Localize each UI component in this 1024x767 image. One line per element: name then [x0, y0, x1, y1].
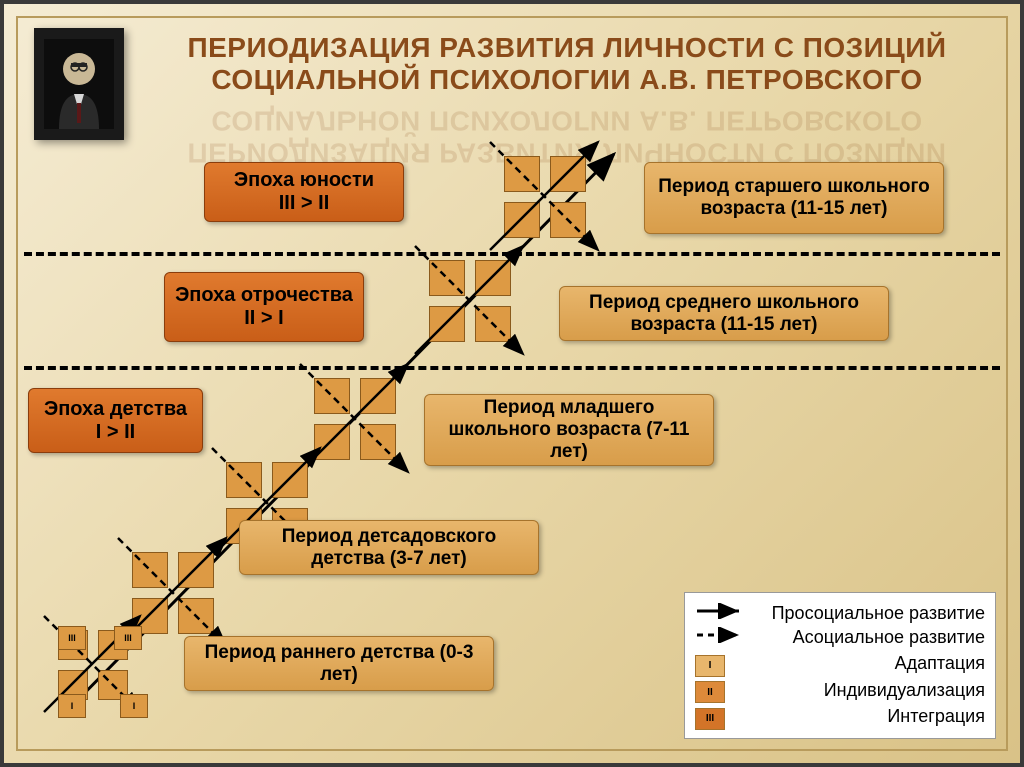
stage-square [178, 552, 214, 588]
legend-row: II Индивидуализация [695, 677, 985, 704]
epoch-box: Эпоха юности III > II [204, 162, 404, 222]
legend-symbol: II [695, 677, 725, 704]
epoch-box: Эпоха отрочества II > I [164, 272, 364, 342]
person-silhouette-icon [44, 39, 114, 129]
roman-marker: I [120, 694, 148, 718]
legend-label: Адаптация [733, 651, 985, 675]
slide-title-reflection: ПЕРИОДИЗАЦИЯ РАЗВИТИЯ ЛИЧНОСТИ С ПОЗИЦИЙ… [144, 104, 990, 168]
slide-title: ПЕРИОДИЗАЦИЯ РАЗВИТИЯ ЛИЧНОСТИ С ПОЗИЦИЙ… [144, 32, 990, 96]
period-box: Период детсадовского детства (3-7 лет) [239, 520, 539, 575]
stage-square [475, 306, 511, 342]
roman-marker: I [58, 694, 86, 718]
legend-label: Асоциальное развитие [751, 625, 985, 649]
legend-row: Просоциальное развитие [695, 601, 985, 625]
roman-marker: III [114, 626, 142, 650]
legend-symbol: III [695, 703, 725, 730]
stage-square [178, 598, 214, 634]
epoch-divider [24, 252, 1000, 256]
stage-square [314, 378, 350, 414]
legend-label: Просоциальное развитие [751, 601, 985, 625]
legend-row: Асоциальное развитие [695, 625, 985, 649]
stage-square [504, 156, 540, 192]
stage-square [550, 202, 586, 238]
legend: Просоциальное развитиеАсоциальное развит… [684, 592, 996, 739]
stage-square [429, 306, 465, 342]
stage-square [272, 462, 308, 498]
period-box: Период старшего школьного возраста (11-1… [644, 162, 944, 234]
period-box: Период младшего школьного возраста (7-11… [424, 394, 714, 466]
stage-square [550, 156, 586, 192]
roman-marker: III [58, 626, 86, 650]
legend-label: Интеграция [733, 704, 985, 728]
stage-square [429, 260, 465, 296]
stage-square [226, 462, 262, 498]
stage-square [132, 552, 168, 588]
legend-label: Индивидуализация [733, 678, 985, 702]
legend-symbol [695, 625, 743, 649]
stage-square [475, 260, 511, 296]
stage-square [360, 424, 396, 460]
epoch-divider [24, 366, 1000, 370]
period-box: Период раннего детства (0-3 лет) [184, 636, 494, 691]
period-box: Период среднего школьного возраста (11-1… [559, 286, 889, 341]
portrait-photo [34, 28, 124, 140]
legend-row: III Интеграция [695, 703, 985, 730]
stage-square [314, 424, 350, 460]
epoch-box: Эпоха детства I > II [28, 388, 203, 453]
legend-symbol: I [695, 650, 725, 677]
legend-symbol [695, 601, 743, 625]
slide: ПЕРИОДИЗАЦИЯ РАЗВИТИЯ ЛИЧНОСТИ С ПОЗИЦИЙ… [0, 0, 1024, 767]
stage-square [504, 202, 540, 238]
stage-square [360, 378, 396, 414]
legend-row: I Адаптация [695, 650, 985, 677]
